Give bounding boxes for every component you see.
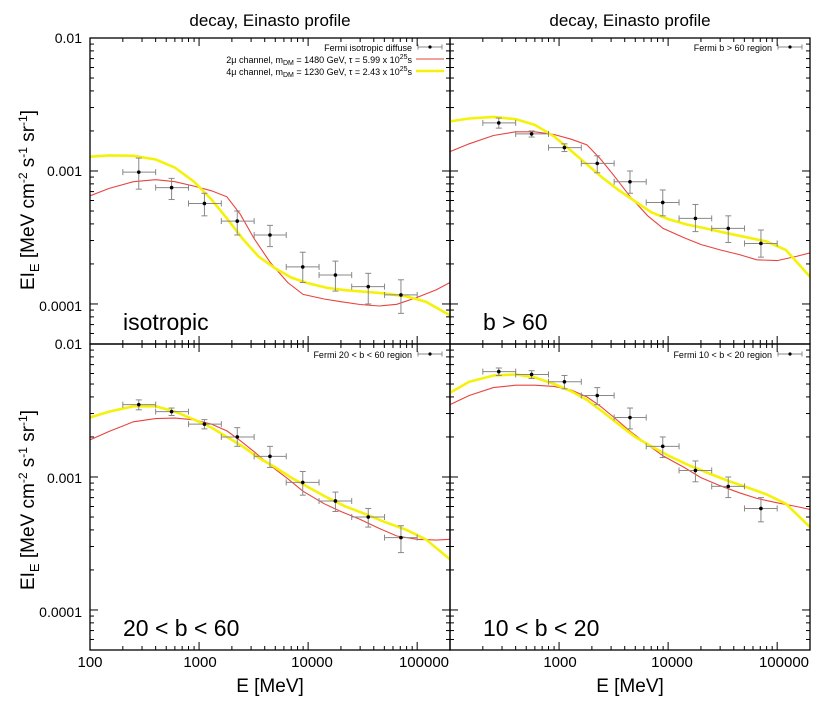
- axis-ticks: [89, 37, 451, 345]
- channel_4mu-curve: [90, 404, 450, 561]
- data-point: [169, 409, 174, 414]
- legend-entry-data: Fermi isotropic diffuse: [324, 43, 412, 53]
- panel-10-b-20: 10 < b < 20 Fermi 10 < b < 20 region: [449, 343, 811, 651]
- legend-entry-data: Fermi b > 60 region: [694, 43, 772, 53]
- data-point: [366, 284, 371, 289]
- data-point: [300, 480, 305, 485]
- panel-title-right: decay, Einasto profile: [549, 11, 710, 30]
- data-point: [333, 499, 338, 503]
- region-label: b > 60: [483, 309, 548, 335]
- channel_4mu-curve: [450, 373, 810, 529]
- channel_2mu-curve: [90, 179, 450, 307]
- data-point: [693, 468, 698, 473]
- panel-frame: [89, 343, 451, 651]
- data-point: [496, 369, 501, 374]
- region-label: 10 < b < 20: [483, 615, 599, 641]
- x-tick-label-right-1000: 1000: [543, 654, 576, 671]
- legend-entry-2mu: 2μ channel, mDM = 1480 GeV, τ = 5.99 x 1…: [226, 54, 412, 67]
- legend-sample-point: [428, 352, 432, 356]
- y-tick-label-top-0.001: 0.001: [47, 163, 82, 179]
- axis-ticks: [89, 343, 451, 651]
- y-tick-label-bottom-0.0001: 0.0001: [39, 604, 82, 620]
- y-tick-label-bottom-0.01: 0.01: [55, 336, 82, 352]
- data-point: [399, 293, 403, 297]
- legend: Fermi b > 60 region: [694, 43, 803, 53]
- data-point: [660, 444, 665, 449]
- data-point: [759, 506, 763, 511]
- plot-area: [450, 115, 810, 278]
- channel_2mu-curve: [90, 417, 450, 541]
- data-point: [496, 121, 501, 125]
- data-point: [136, 402, 141, 407]
- data-point: [366, 515, 371, 519]
- data-point: [235, 219, 240, 223]
- legend-entry-data: Fermi 20 < b < 60 region: [313, 350, 412, 360]
- data-point: [169, 185, 174, 190]
- data-point: [628, 179, 632, 184]
- data-point: [268, 233, 272, 237]
- x-tick-label-left-100: 100: [77, 654, 102, 671]
- data-point: [136, 170, 141, 174]
- y-axis-label-bottom: EIE [MeV cm-2 s-1 sr-1]: [16, 410, 42, 590]
- data-point: [595, 161, 600, 166]
- legend: Fermi 10 < b < 20 region: [673, 350, 803, 360]
- legend-entry-data: Fermi 10 < b < 20 region: [673, 350, 772, 360]
- channel_2mu-curve: [450, 384, 810, 510]
- data-point: [529, 132, 534, 136]
- data-point: [268, 454, 272, 459]
- y-tick-label-top-0.01: 0.01: [55, 30, 82, 46]
- panel-20-b-60: 20 < b < 60 Fermi 20 < b < 60 region: [89, 343, 451, 651]
- data-point: [726, 484, 731, 489]
- channel_4mu-curve: [90, 154, 450, 317]
- data-point: [529, 372, 534, 377]
- plot-area: [90, 154, 450, 317]
- plot-area: [450, 367, 810, 529]
- panel-isotropic: isotropic Fermi isotropic diffuse 2μ cha…: [89, 37, 451, 345]
- data-point: [202, 422, 207, 426]
- legend-sample-point: [788, 352, 792, 356]
- data-point: [333, 273, 338, 277]
- axis-ticks: [449, 37, 811, 345]
- data-point: [235, 435, 240, 439]
- y-tick-label-bottom-0.001: 0.001: [47, 470, 82, 486]
- data-point: [562, 379, 567, 384]
- plot-area: [90, 399, 450, 561]
- panel-b-gt-60: b > 60 Fermi b > 60 region: [449, 37, 811, 345]
- x-tick-label-left-10000: 10000: [291, 654, 333, 671]
- data-point: [693, 216, 698, 221]
- data-point: [628, 415, 632, 420]
- channel_4mu-curve: [450, 115, 810, 278]
- x-tick-label-right-100000: 100000: [759, 654, 809, 671]
- legend-sample-point: [428, 45, 432, 49]
- channel_2mu-curve: [450, 131, 810, 262]
- x-tick-label-left-1000: 1000: [183, 654, 216, 671]
- axis-ticks: [449, 343, 811, 651]
- panel-frame: [89, 37, 451, 345]
- x-tick-label-right-10000: 10000: [651, 654, 693, 671]
- panel-frame: [449, 343, 811, 651]
- data-point: [562, 145, 567, 150]
- data-point: [300, 265, 305, 269]
- y-tick-label-top-0.0001: 0.0001: [39, 298, 82, 314]
- legend-entry-4mu: 4μ channel, mDM = 1230 GeV, τ = 2.43 x 1…: [226, 66, 412, 79]
- panel-title-left: decay, Einasto profile: [189, 11, 350, 30]
- x-tick-label-left-100000: 100000: [399, 654, 449, 671]
- legend-sample-point: [788, 45, 792, 49]
- x-axis-label-right: E [MeV]: [596, 676, 664, 697]
- legend: Fermi 20 < b < 60 region: [313, 350, 443, 360]
- data-point: [759, 241, 763, 246]
- data-point: [202, 201, 207, 206]
- region-label: 20 < b < 60: [123, 615, 239, 641]
- y-axis-label-top: EIE [MeV cm-2 s-1 sr-1]: [16, 110, 42, 290]
- data-point: [595, 393, 600, 398]
- legend: Fermi isotropic diffuse 2μ channel, mDM …: [226, 43, 444, 79]
- data-point: [660, 200, 665, 205]
- region-label: isotropic: [123, 309, 209, 335]
- data-point: [726, 226, 731, 231]
- data-point: [399, 535, 403, 540]
- x-axis-label-left: E [MeV]: [236, 676, 304, 697]
